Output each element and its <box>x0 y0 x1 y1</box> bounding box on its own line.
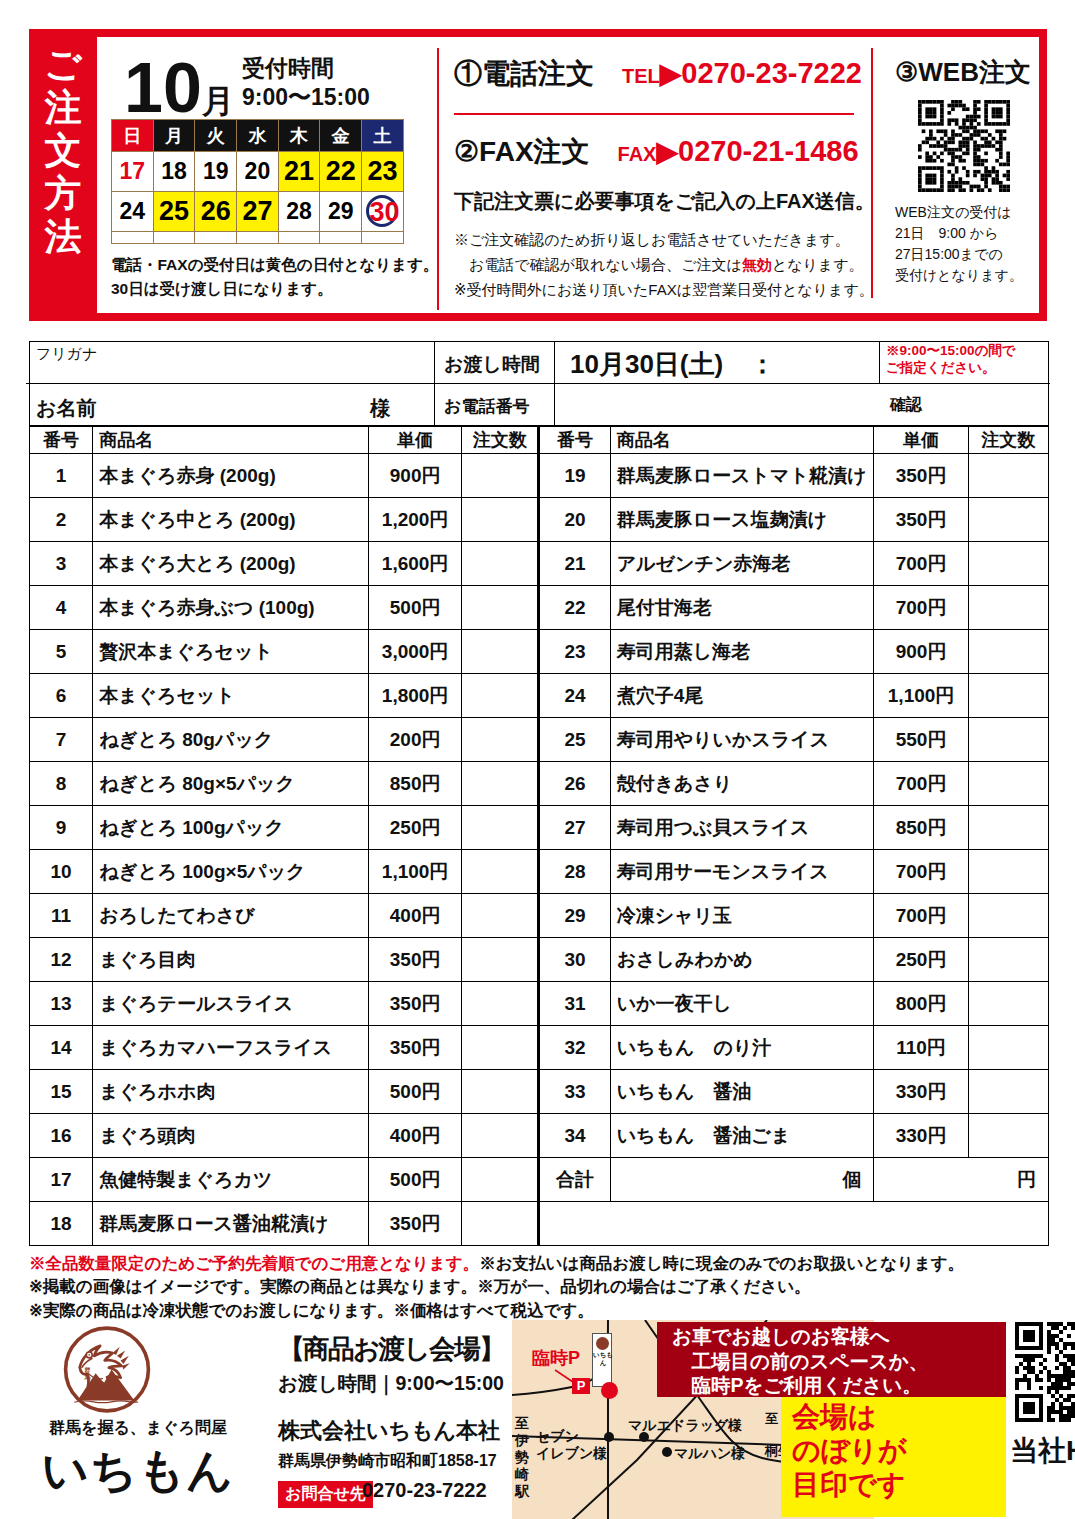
svg-text:馬: 馬 <box>83 1373 90 1381</box>
svg-text:群: 群 <box>83 1367 90 1374</box>
